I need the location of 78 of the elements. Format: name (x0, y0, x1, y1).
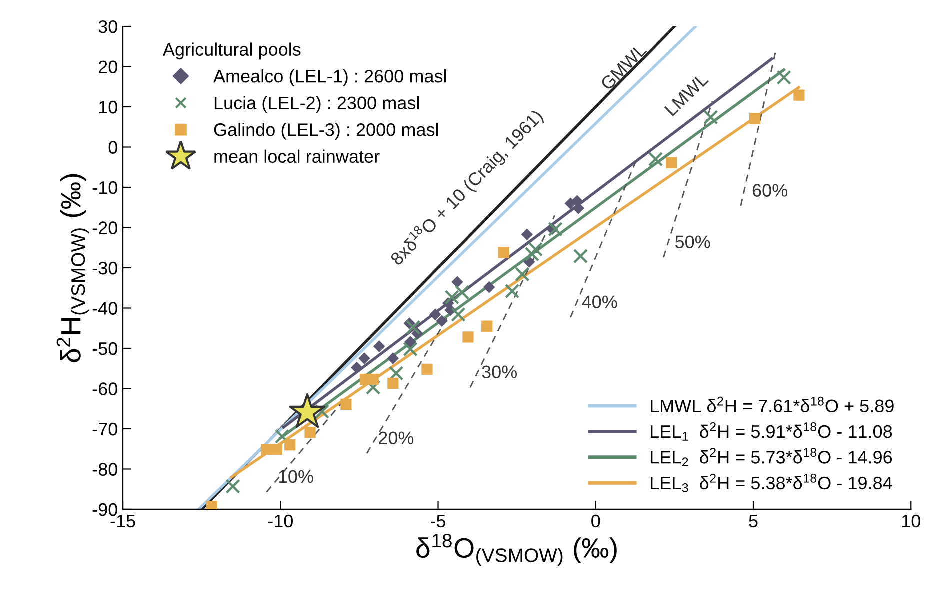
legend-label: LMWL δ$^{2}$H = 7.61*δ$^{18}$O + 5.89 (650, 396, 894, 413)
point (452, 276, 464, 288)
point (226, 479, 240, 494)
point (314, 404, 330, 420)
point (451, 307, 466, 322)
point (776, 70, 792, 85)
y-tick-label: -70 (92, 422, 118, 436)
y-tick-label: -10 (92, 181, 118, 194)
y-tick-label: -60 (92, 382, 118, 396)
y-tick-label: 0 (108, 141, 118, 154)
point (403, 342, 418, 357)
y-tick-label: -40 (92, 302, 118, 315)
point (340, 398, 352, 410)
x-tick-label: -10 (268, 514, 293, 528)
point (284, 440, 296, 451)
point (482, 320, 493, 332)
legend-label: mean local rainwater (214, 150, 380, 164)
legend-label: LEL$_{3}$ δ$^{2}$H = 5.38*δ$^{18}$O - 19.84 (650, 474, 892, 492)
point (504, 284, 520, 299)
point (498, 247, 510, 258)
point (515, 267, 530, 282)
x-tick-label: 0 (592, 514, 600, 528)
point (524, 246, 540, 262)
point (648, 152, 664, 167)
x-tick-label: 5 (749, 515, 758, 528)
point (548, 222, 563, 237)
legend-label: Galindo (LEL-3) : 2000 masl (214, 123, 438, 140)
point (404, 336, 416, 348)
point (521, 228, 534, 240)
point (794, 90, 805, 101)
point (368, 374, 379, 386)
point (406, 320, 421, 335)
x-axis-title: δ$^{18}$O$_{(VSMOW)}$ (‰) (416, 534, 617, 566)
y-tick-label: 30 (98, 20, 118, 34)
legend-label: Amealco (LEL-1) : 2600 masl (214, 70, 446, 86)
point (351, 362, 363, 374)
y-tick-label: -30 (92, 262, 118, 275)
series-label: 30% (482, 366, 518, 378)
series-label: 10% (279, 470, 314, 484)
point (373, 340, 386, 352)
point (528, 242, 544, 257)
legend-label: LEL$_{2}$ δ$^{2}$H = 5.73*δ$^{18}$O - 14.96 (650, 448, 892, 467)
series-label: 50% (675, 236, 710, 248)
x-tick-label: -5 (431, 515, 446, 528)
x-tick-label: -15 (110, 515, 136, 528)
point (573, 248, 588, 264)
point (430, 308, 442, 321)
point (388, 378, 399, 390)
point (444, 290, 460, 305)
point (366, 380, 381, 395)
point (462, 332, 474, 343)
y-tick-label: 10 (99, 100, 118, 114)
point (422, 364, 433, 375)
y-tick-label: -80 (92, 463, 118, 476)
point (388, 366, 404, 381)
point (358, 352, 370, 364)
x-tick-label: 10 (902, 514, 920, 528)
point (261, 444, 272, 456)
point (436, 315, 448, 328)
y-tick-label: -90 (92, 503, 118, 516)
y-tick-label: -20 (92, 222, 118, 234)
legend-title: Agricultural pools (162, 42, 301, 60)
point (387, 352, 400, 364)
y-axis-title: δ$^{2}$H$_{(VSMOW)}$ (‰) (56, 174, 90, 362)
series-label: 60% (752, 184, 788, 197)
series-label: 40% (582, 296, 618, 308)
point (666, 157, 678, 169)
point (454, 285, 470, 300)
point (304, 427, 316, 438)
point (483, 281, 496, 294)
y-tick-label: -50 (92, 342, 118, 356)
series-label: 20% (379, 432, 414, 444)
point (750, 113, 761, 124)
y-tick-label: 20 (98, 60, 118, 74)
point (271, 444, 282, 456)
legend-label: Lucia (LEL-2) : 2300 masl (214, 96, 420, 114)
point (274, 429, 290, 444)
legend-label: LEL$_{1}$ δ$^{2}$H = 5.91*δ$^{18}$O - 11.08 (650, 422, 892, 441)
